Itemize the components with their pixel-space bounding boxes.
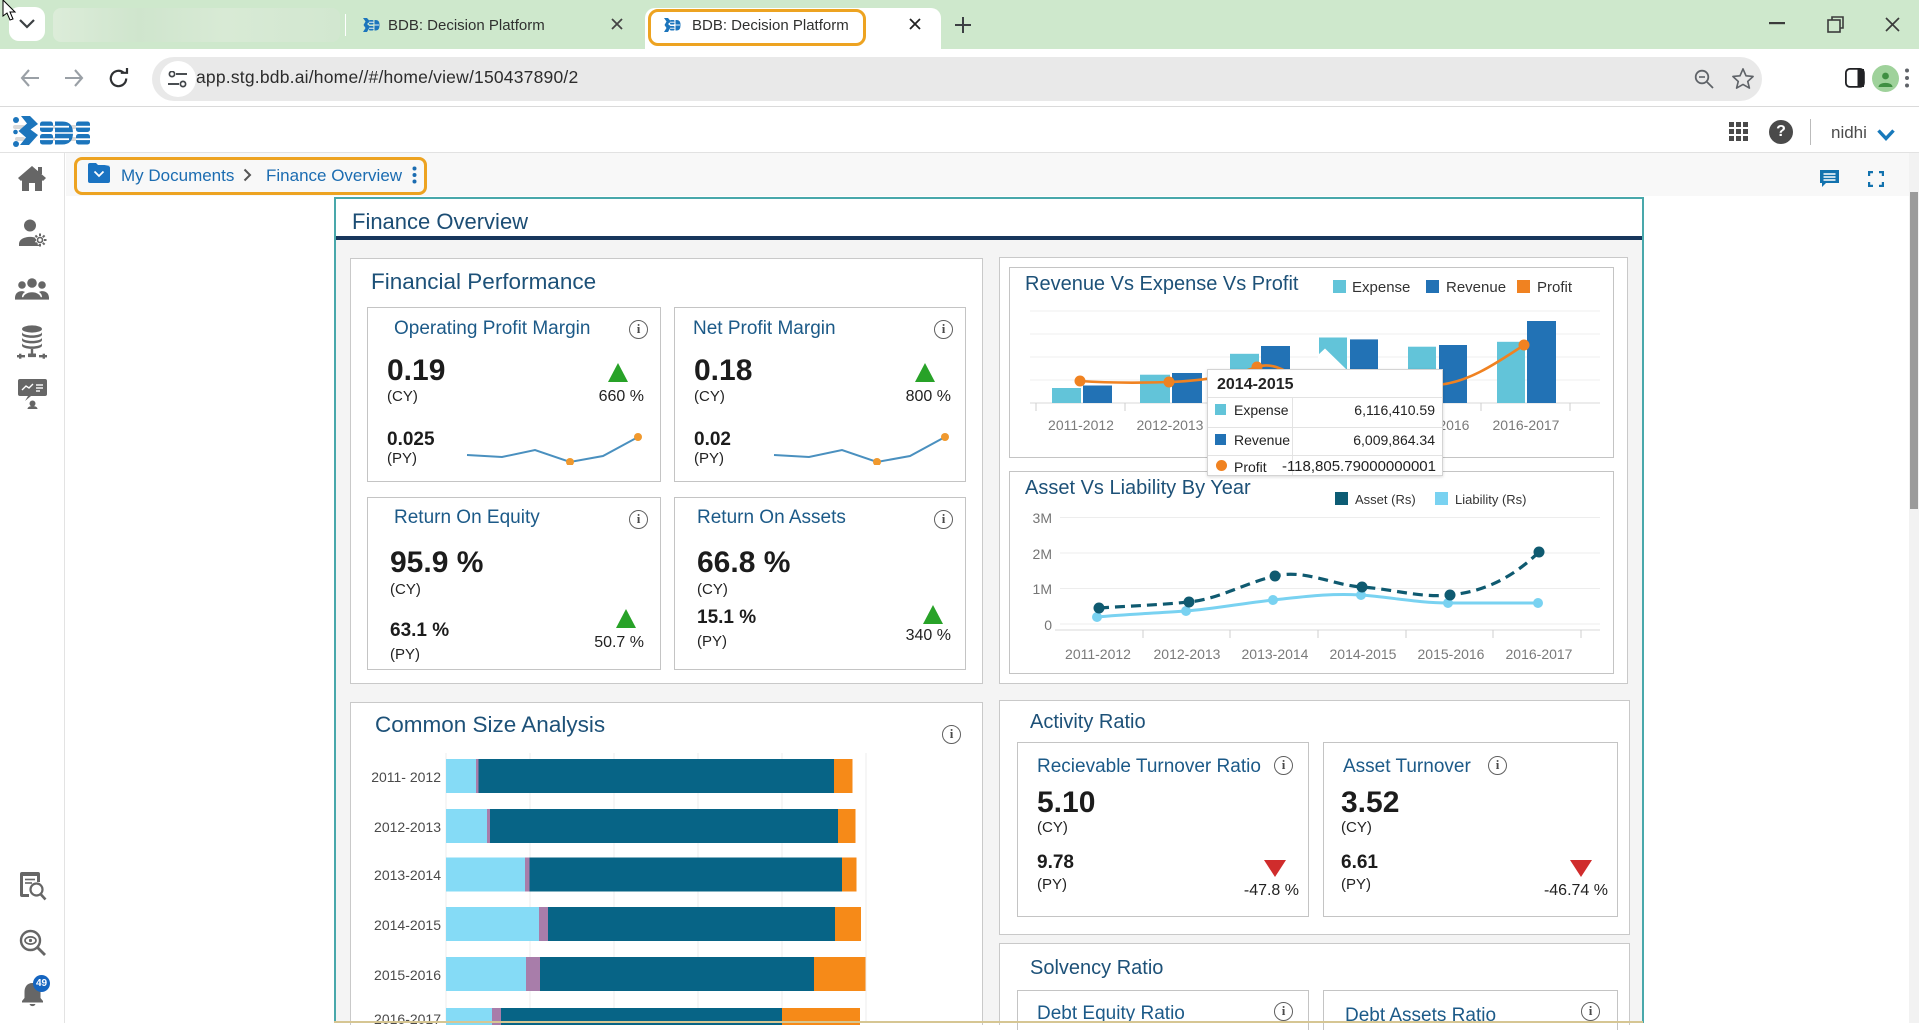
svg-text:2M: 2M (1033, 546, 1052, 562)
svg-text:2013-2014: 2013-2014 (374, 867, 441, 883)
svg-text:2015-2016: 2015-2016 (1418, 646, 1485, 662)
svg-text:Asset (Rs): Asset (Rs) (1355, 492, 1416, 507)
svg-text:Profit: Profit (1537, 279, 1573, 296)
svg-text:2014-2015: 2014-2015 (374, 917, 441, 933)
svg-text:1M: 1M (1033, 581, 1052, 597)
svg-text:2012-2013: 2012-2013 (374, 819, 441, 835)
svg-text:0: 0 (1044, 617, 1052, 633)
svg-text:2013-2014: 2013-2014 (1242, 646, 1309, 662)
svg-text:2016-2017: 2016-2017 (1493, 417, 1560, 433)
svg-text:Liability (Rs): Liability (Rs) (1455, 492, 1527, 507)
svg-text:2012-2013: 2012-2013 (1154, 646, 1221, 662)
svg-text:2015-2016: 2015-2016 (374, 967, 441, 983)
svg-text:2011- 2012: 2011- 2012 (371, 769, 441, 785)
svg-text:Revenue: Revenue (1446, 279, 1506, 296)
svg-text:2016-2017: 2016-2017 (1506, 646, 1573, 662)
svg-text:2011-2012: 2011-2012 (1065, 646, 1131, 662)
svg-text:Expense: Expense (1352, 279, 1410, 296)
svg-text:2012-2013: 2012-2013 (1137, 417, 1204, 433)
svg-text:3M: 3M (1033, 510, 1052, 526)
svg-text:2014-2015: 2014-2015 (1330, 646, 1397, 662)
svg-text:2011-2012: 2011-2012 (1048, 417, 1114, 433)
